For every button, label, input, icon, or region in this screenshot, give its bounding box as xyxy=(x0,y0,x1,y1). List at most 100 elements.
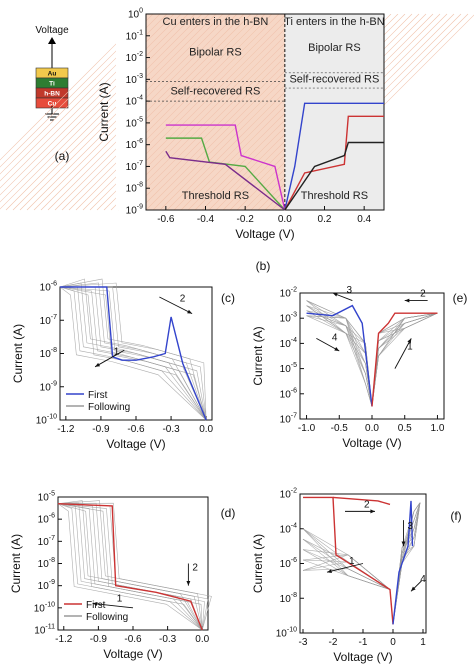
x-axis-label: Voltage (V) xyxy=(235,227,294,241)
y-tick-label: 10-10 xyxy=(34,601,55,614)
series-background-trace xyxy=(371,312,438,407)
sweep-label: 1 xyxy=(117,594,123,605)
y-tick-label: 10-6 xyxy=(126,138,143,151)
series-background-trace xyxy=(371,312,438,407)
y-tick-label: 10-10 xyxy=(276,627,297,640)
x-tick-label: -0.6 xyxy=(127,424,145,435)
series-following-trace xyxy=(59,286,207,421)
x-tick-label: 0.0 xyxy=(195,634,209,645)
x-tick-label: -0.3 xyxy=(162,424,180,435)
y-tick-label: 100 xyxy=(128,8,143,21)
x-tick-label: -1.0 xyxy=(298,423,316,434)
y-tick-label: 10-8 xyxy=(280,592,297,605)
series-line-cc33cc xyxy=(165,124,286,211)
panel-label-c: (c) xyxy=(221,291,235,305)
y-tick-label: 10-9 xyxy=(40,380,57,393)
y-tick-label: 10-8 xyxy=(40,347,57,360)
x-tick-label: 0.0 xyxy=(199,424,213,435)
x-tick-label: 0.4 xyxy=(357,214,371,225)
plot-frame xyxy=(145,13,385,211)
series-background-trace xyxy=(392,502,421,625)
panel-label-b: (b) xyxy=(256,259,271,273)
series-following-trace xyxy=(60,286,207,421)
series-following-trace xyxy=(59,286,207,421)
x-tick-label: 1.0 xyxy=(431,423,445,434)
y-tick-label: 10-6 xyxy=(38,513,55,526)
series-background-trace xyxy=(371,312,438,407)
y-tick-label: 10-5 xyxy=(126,116,143,129)
series-background-trace xyxy=(371,312,438,407)
series-line-red xyxy=(303,496,394,625)
series-following-trace xyxy=(59,286,207,421)
x-tick-label: -1.2 xyxy=(55,634,73,645)
series-following-trace xyxy=(59,278,207,421)
x-tick-label: -0.3 xyxy=(159,634,177,645)
panel-label-a: (a) xyxy=(55,149,70,163)
y-tick-label: 10-4 xyxy=(280,337,297,350)
series-line-first xyxy=(60,286,207,421)
series-background-trace xyxy=(371,312,438,407)
y-tick-label: 10-9 xyxy=(126,204,143,217)
series-line-cc3333 xyxy=(284,115,384,211)
chart-panel-d: 10-11 10-10 10-9 10-8 10-7 10-6 10-5 -1.2 -0.9 -0… xyxy=(9,491,235,662)
device-voltage-label: Voltage xyxy=(35,25,69,36)
sweep-label: 1 xyxy=(349,556,355,567)
series-following-trace xyxy=(60,286,207,421)
x-axis-label: Voltage (V) xyxy=(103,647,162,661)
y-tick-label: 10-11 xyxy=(34,624,55,637)
series-background-trace xyxy=(371,312,438,407)
x-axis-label: Voltage (V) xyxy=(333,650,392,664)
sweep-label: 4 xyxy=(420,574,426,585)
sweep-arrow xyxy=(159,296,193,315)
series-following-trace xyxy=(59,286,207,421)
x-tick-label: -0.5 xyxy=(331,423,349,434)
sweep-label: 2 xyxy=(180,293,186,304)
series-background-trace xyxy=(371,312,438,407)
device-layer-label: Cu xyxy=(48,101,57,108)
panel-label-d: (d) xyxy=(221,506,236,520)
y-axis-label: Current (A) xyxy=(11,324,25,383)
chart-panel-c: 10-10 10-9 10-8 10-7 10-6 -1.2 -0.9 -0.6 -0.3 0.0… xyxy=(11,278,235,451)
series-background-trace xyxy=(371,312,438,407)
series-background-trace xyxy=(302,528,394,625)
region-bipolar-left: Bipolar RS xyxy=(189,46,242,58)
series-following-trace xyxy=(57,502,212,631)
series-line-3344cc xyxy=(284,102,384,211)
series-line-red-upper xyxy=(332,496,391,506)
y-tick-label: 10-8 xyxy=(126,182,143,195)
x-tick-label: 0.0 xyxy=(278,214,292,225)
series-background-trace xyxy=(302,538,394,625)
y-axis-label: Current (A) xyxy=(251,534,265,593)
series-following-trace xyxy=(59,282,207,421)
series-background-trace xyxy=(306,310,373,407)
sweep-arrow xyxy=(326,563,364,573)
region-threshold-left: Threshold RS xyxy=(182,190,249,202)
x-tick-label: -0.9 xyxy=(92,424,110,435)
series-line-blue xyxy=(392,500,414,625)
x-tick-label: 1 xyxy=(420,637,426,648)
series-background-trace xyxy=(302,568,394,625)
y-axis-label: Current (A) xyxy=(97,82,111,141)
region-self-recovered-right: Self-recovered RS xyxy=(289,74,379,86)
series-following-trace xyxy=(60,286,207,421)
series-background-trace xyxy=(302,561,394,625)
x-tick-label: -2 xyxy=(329,637,338,648)
sweep-label: 4 xyxy=(332,333,338,344)
sweep-label: 3 xyxy=(347,285,353,296)
y-tick-label: 10-9 xyxy=(38,579,55,592)
x-tick-label: 0.2 xyxy=(318,214,332,225)
region-header-right: Ti enters in the h-BN xyxy=(284,16,385,28)
x-tick-label: -0.9 xyxy=(90,634,108,645)
x-tick-label: -0.6 xyxy=(124,634,142,645)
series-following-trace xyxy=(59,286,207,421)
series-following-trace xyxy=(59,286,207,421)
y-tick-label: 10-2 xyxy=(280,287,297,300)
y-tick-label: 10-6 xyxy=(280,387,297,400)
series-background-trace xyxy=(371,312,438,407)
y-tick-label: 10-3 xyxy=(280,312,297,325)
series-background-trace xyxy=(302,538,394,625)
y-axis-label: Current (A) xyxy=(9,534,23,593)
sweep-label: 2 xyxy=(420,289,426,300)
x-tick-label: -0.6 xyxy=(157,214,175,225)
